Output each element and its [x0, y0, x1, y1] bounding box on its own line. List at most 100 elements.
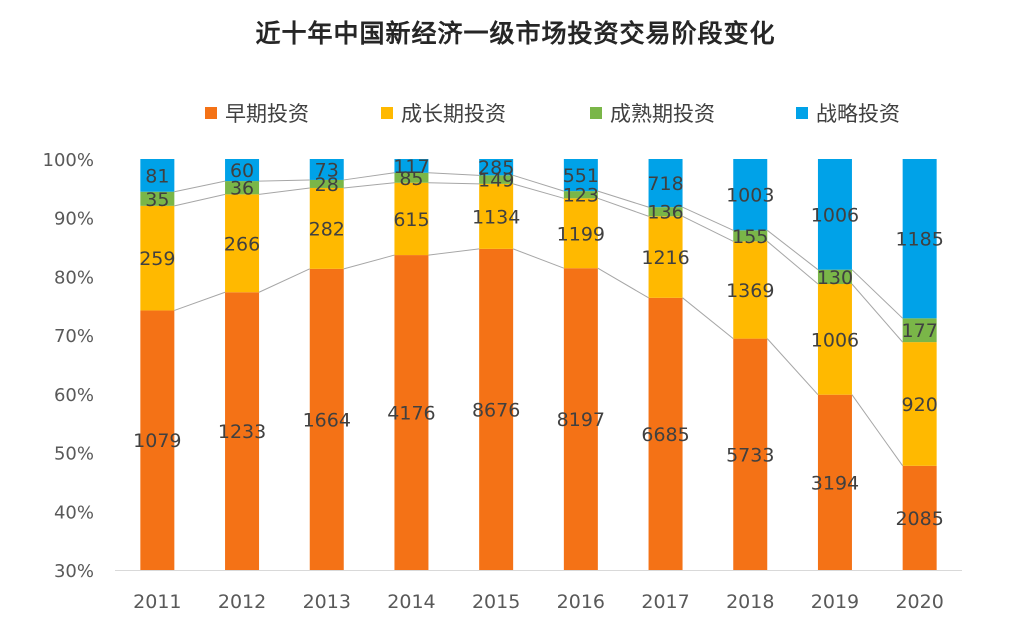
legend-label-mature: 成熟期投资	[610, 102, 715, 126]
data-label-growth-2013: 282	[309, 218, 345, 240]
data-label-early-2018: 5733	[726, 444, 774, 466]
bar-early-2017	[648, 297, 683, 570]
legend-label-growth: 成长期投资	[401, 102, 506, 126]
series-line-growth	[174, 193, 226, 207]
x-tick-label-2014: 2014	[387, 591, 435, 613]
data-label-mature-2012: 36	[230, 178, 254, 200]
series-line-growth	[258, 187, 310, 195]
y-tick-label: 40%	[54, 502, 94, 523]
y-tick-label: 30%	[54, 561, 94, 582]
data-label-growth-2016: 1199	[557, 223, 605, 245]
series-line-mature	[343, 172, 395, 181]
y-tick-label: 80%	[54, 267, 94, 288]
bar-strategic-2019	[817, 159, 852, 270]
series-line-mature	[174, 180, 226, 193]
bar-strategic-2012	[225, 159, 260, 182]
data-label-strategic-2015: 285	[478, 157, 514, 179]
bar-growth-2015	[479, 183, 514, 249]
data-label-growth-2017: 1216	[641, 247, 689, 269]
data-label-strategic-2016: 551	[563, 165, 599, 187]
series-line-early	[512, 248, 565, 269]
data-label-growth-2015: 1134	[472, 206, 520, 228]
y-tick-label: 50%	[54, 444, 94, 465]
data-label-early-2016: 8197	[557, 409, 605, 431]
x-tick-label-2018: 2018	[726, 591, 774, 613]
bar-early-2013	[309, 268, 344, 570]
legend-item-growth: 成长期投资	[381, 98, 506, 128]
data-labels-group: 1079 1233 1664 4176 8676 8197 6685 5733 3194 2085…	[133, 156, 944, 530]
x-tick-label-2011: 2011	[133, 591, 181, 613]
data-label-growth-2011: 259	[139, 248, 175, 270]
bar-strategic-2018	[733, 159, 768, 231]
bar-early-2018	[733, 338, 768, 570]
data-label-mature-2013: 28	[315, 174, 339, 196]
series-line-mature	[513, 174, 564, 192]
bar-strategic-2015	[479, 159, 514, 176]
data-label-growth-2019: 1006	[811, 329, 859, 351]
series-line-growth	[428, 182, 480, 185]
data-label-strategic-2019: 1006	[811, 204, 859, 226]
series-line-early	[682, 297, 734, 340]
legend-swatch-growth	[381, 107, 393, 119]
data-label-growth-2012: 266	[224, 233, 260, 255]
bar-mature-2014	[394, 172, 429, 183]
bar-mature-2013	[309, 179, 344, 188]
x-tick-label-2012: 2012	[218, 591, 266, 613]
data-label-mature-2011: 35	[145, 189, 169, 211]
legend-swatch-mature	[590, 107, 602, 119]
data-label-early-2017: 6685	[641, 424, 689, 446]
legend-label-early: 早期投资	[225, 102, 309, 126]
series-line-early	[766, 338, 819, 396]
data-label-strategic-2018: 1003	[726, 185, 774, 207]
bar-strategic-2020	[902, 159, 937, 319]
bar-strategic-2013	[309, 159, 344, 180]
y-tick-label: 90%	[54, 209, 94, 230]
data-label-mature-2019: 130	[817, 267, 853, 289]
data-label-early-2014: 4176	[387, 403, 435, 425]
series-line-early	[258, 268, 310, 293]
x-tick-label-2016: 2016	[557, 591, 605, 613]
series-line-mature	[428, 172, 480, 176]
legend-item-strategic: 战略投资	[796, 98, 900, 128]
bar-mature-2016	[563, 191, 598, 199]
legend-swatch-strategic	[796, 107, 808, 119]
x-tick-label-2013: 2013	[303, 591, 351, 613]
series-line-early	[851, 394, 904, 467]
bar-mature-2019	[817, 269, 852, 284]
y-tick-label: 60%	[54, 385, 94, 406]
bar-mature-2018	[733, 230, 768, 242]
bar-mature-2012	[225, 181, 260, 195]
x-tick-label-2015: 2015	[472, 591, 520, 613]
series-line-early	[343, 254, 395, 270]
data-label-mature-2014: 85	[399, 168, 423, 190]
data-label-strategic-2020: 1185	[895, 229, 943, 251]
series-line-early	[428, 248, 480, 256]
legend-label-strategic: 战略投资	[816, 102, 900, 126]
bar-mature-2017	[648, 207, 683, 217]
bar-strategic-2011	[140, 159, 175, 192]
data-label-mature-2020: 177	[902, 320, 938, 342]
y-tick-label: 70%	[54, 326, 94, 347]
x-tick-label-2019: 2019	[811, 591, 859, 613]
data-label-early-2020: 2085	[895, 508, 943, 530]
series-line-mature	[682, 206, 734, 231]
data-label-early-2015: 8676	[472, 399, 520, 421]
bar-strategic-2016	[563, 159, 598, 192]
data-label-strategic-2013: 73	[315, 159, 339, 181]
x-tick-label-2017: 2017	[641, 591, 689, 613]
y-tick-label: 100%	[43, 150, 94, 171]
bar-mature-2020	[902, 318, 937, 343]
legend: 早期投资 成长期投资 成熟期投资 战略投资	[0, 98, 1031, 128]
bar-growth-2017	[648, 216, 683, 298]
data-label-mature-2016: 123	[563, 185, 599, 207]
bar-strategic-2017	[648, 159, 683, 208]
bar-early-2020	[902, 465, 937, 570]
bar-mature-2015	[479, 175, 514, 184]
bar-early-2011	[140, 310, 175, 570]
legend-item-early: 早期投资	[205, 98, 309, 128]
bar-early-2015	[479, 248, 514, 570]
bar-growth-2013	[309, 187, 344, 269]
series-line-growth	[513, 183, 564, 199]
series-line-growth	[597, 197, 649, 217]
